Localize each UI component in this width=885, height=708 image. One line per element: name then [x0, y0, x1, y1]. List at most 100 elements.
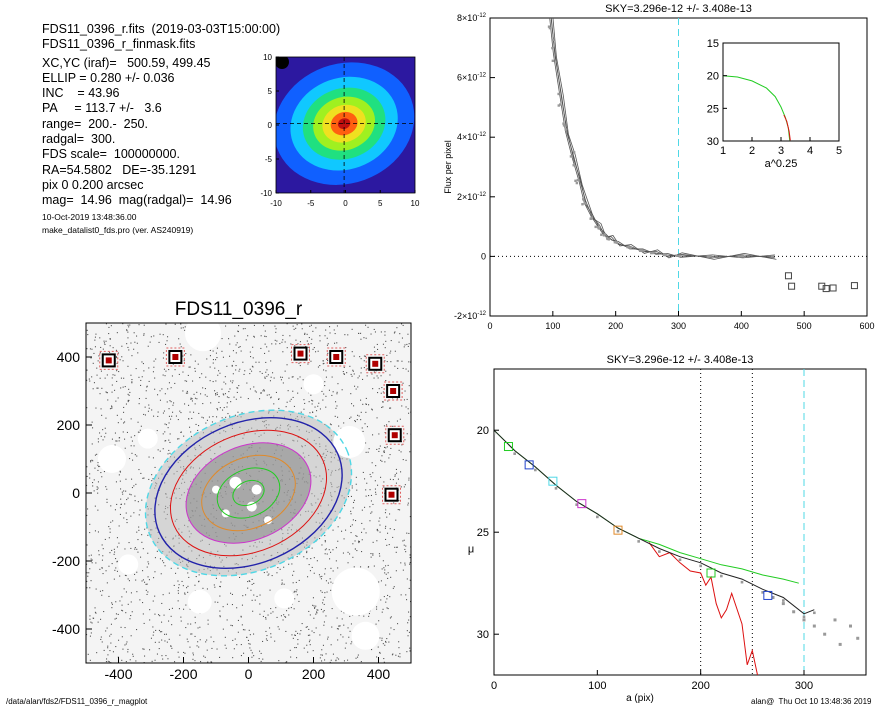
noise-pixel	[319, 538, 321, 540]
noise-pixel	[97, 438, 99, 440]
noise-pixel	[128, 399, 130, 401]
noise-pixel	[379, 445, 381, 447]
noise-pixel	[126, 499, 128, 501]
noise-pixel	[357, 654, 359, 656]
mu-red-line	[648, 542, 758, 675]
noise-pixel	[161, 602, 163, 604]
noise-pixel	[280, 379, 282, 381]
noise-pixel	[116, 546, 118, 548]
noise-pixel	[124, 503, 126, 505]
noise-pixel	[374, 488, 376, 490]
noise-pixel	[314, 607, 316, 609]
noise-pixel	[137, 501, 139, 503]
noise-pixel	[190, 398, 192, 400]
noise-pixel	[101, 567, 103, 569]
noise-pixel	[389, 596, 391, 598]
flux-data-point	[626, 245, 629, 249]
noise-pixel	[123, 406, 125, 408]
noise-pixel	[354, 421, 356, 423]
noise-pixel	[204, 388, 206, 390]
noise-pixel	[380, 392, 382, 394]
noise-pixel	[121, 659, 123, 661]
noise-pixel	[124, 438, 126, 440]
inset-y-tick: 15	[707, 38, 719, 50]
noise-pixel	[300, 411, 302, 413]
noise-pixel	[102, 590, 104, 592]
noise-pixel	[188, 576, 190, 578]
noise-pixel	[248, 580, 250, 582]
noise-pixel	[241, 412, 243, 414]
noise-pixel	[406, 630, 408, 632]
noise-pixel	[88, 378, 90, 380]
noise-pixel	[351, 524, 353, 526]
noise-pixel	[143, 648, 145, 650]
flux-data-point	[709, 255, 712, 258]
noise-pixel	[157, 449, 159, 451]
noise-pixel	[324, 541, 326, 543]
noise-pixel	[295, 591, 297, 593]
noise-pixel	[367, 326, 369, 328]
noise-pixel	[239, 368, 241, 370]
noise-pixel	[258, 658, 260, 660]
noise-pixel	[222, 393, 224, 395]
noise-pixel	[336, 657, 338, 659]
noise-pixel	[381, 611, 383, 613]
noise-pixel	[161, 655, 163, 657]
noise-pixel	[285, 616, 287, 618]
noise-pixel	[151, 474, 153, 476]
noise-pixel	[350, 623, 352, 625]
noise-pixel	[89, 659, 91, 661]
noise-pixel	[390, 350, 392, 352]
noise-pixel	[378, 581, 380, 583]
noise-pixel	[101, 387, 103, 389]
noise-pixel	[159, 450, 161, 452]
noise-pixel	[169, 452, 171, 454]
noise-pixel	[363, 367, 365, 369]
noise-pixel	[372, 434, 374, 436]
noise-pixel	[381, 568, 383, 570]
header-line: PA = 113.7 +/- 3.6	[42, 101, 162, 116]
noise-pixel	[194, 360, 196, 362]
noise-pixel	[232, 657, 234, 659]
thumbnail-x-tick: -5	[307, 199, 315, 208]
noise-pixel	[222, 628, 224, 630]
noise-pixel	[86, 369, 88, 371]
noise-pixel	[194, 403, 196, 405]
noise-pixel	[180, 616, 182, 618]
noise-pixel	[351, 328, 353, 330]
noise-pixel	[369, 520, 371, 522]
noise-pixel	[365, 411, 367, 413]
noise-pixel	[260, 347, 262, 349]
noise-pixel	[226, 406, 228, 408]
noise-pixel	[370, 333, 372, 335]
noise-pixel	[345, 347, 347, 349]
noise-pixel	[377, 348, 379, 350]
noise-pixel	[382, 560, 384, 562]
noise-pixel	[90, 357, 92, 359]
flux-data-point	[582, 198, 585, 201]
noise-pixel	[146, 593, 148, 595]
noise-pixel	[404, 484, 406, 486]
noise-pixel	[147, 552, 149, 554]
noise-pixel	[352, 543, 354, 545]
noise-pixel	[364, 423, 366, 425]
star-mask-outer	[326, 347, 346, 367]
noise-pixel	[363, 615, 365, 617]
noise-pixel	[127, 324, 129, 326]
noise-pixel	[409, 451, 411, 453]
noise-pixel	[194, 584, 196, 586]
noise-pixel	[406, 651, 408, 653]
noise-pixel	[221, 338, 223, 340]
flux-data-point	[741, 255, 744, 258]
noise-pixel	[330, 659, 332, 661]
noise-pixel	[377, 377, 379, 379]
noise-pixel	[372, 541, 374, 543]
noise-pixel	[352, 519, 354, 521]
flux-data-point	[574, 179, 577, 183]
noise-pixel	[89, 380, 91, 382]
noise-pixel	[389, 528, 391, 530]
noise-pixel	[159, 399, 161, 401]
noise-pixel	[377, 530, 379, 532]
noise-pixel	[321, 390, 323, 392]
noise-pixel	[376, 448, 378, 450]
